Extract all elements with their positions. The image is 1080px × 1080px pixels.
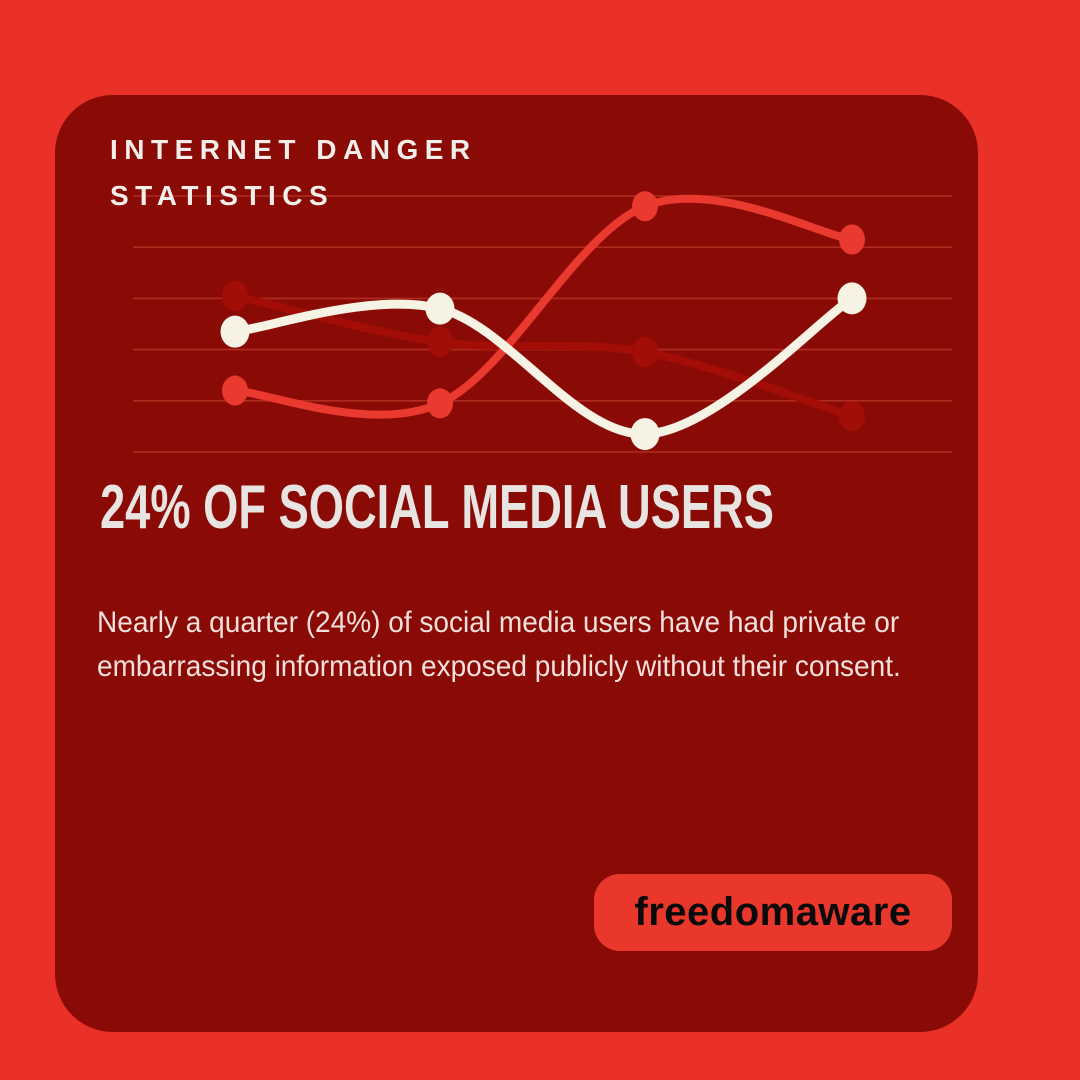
brand-badge-label: freedomaware — [634, 890, 912, 934]
stat-headline: 24% OF SOCIAL MEDIA USERS — [100, 473, 774, 542]
page-title: INTERNET DANGER STATISTICS — [110, 134, 477, 211]
brand-badge: freedomaware — [594, 874, 952, 951]
stat-description: Nearly a quarter (24%) of social media u… — [97, 606, 901, 683]
